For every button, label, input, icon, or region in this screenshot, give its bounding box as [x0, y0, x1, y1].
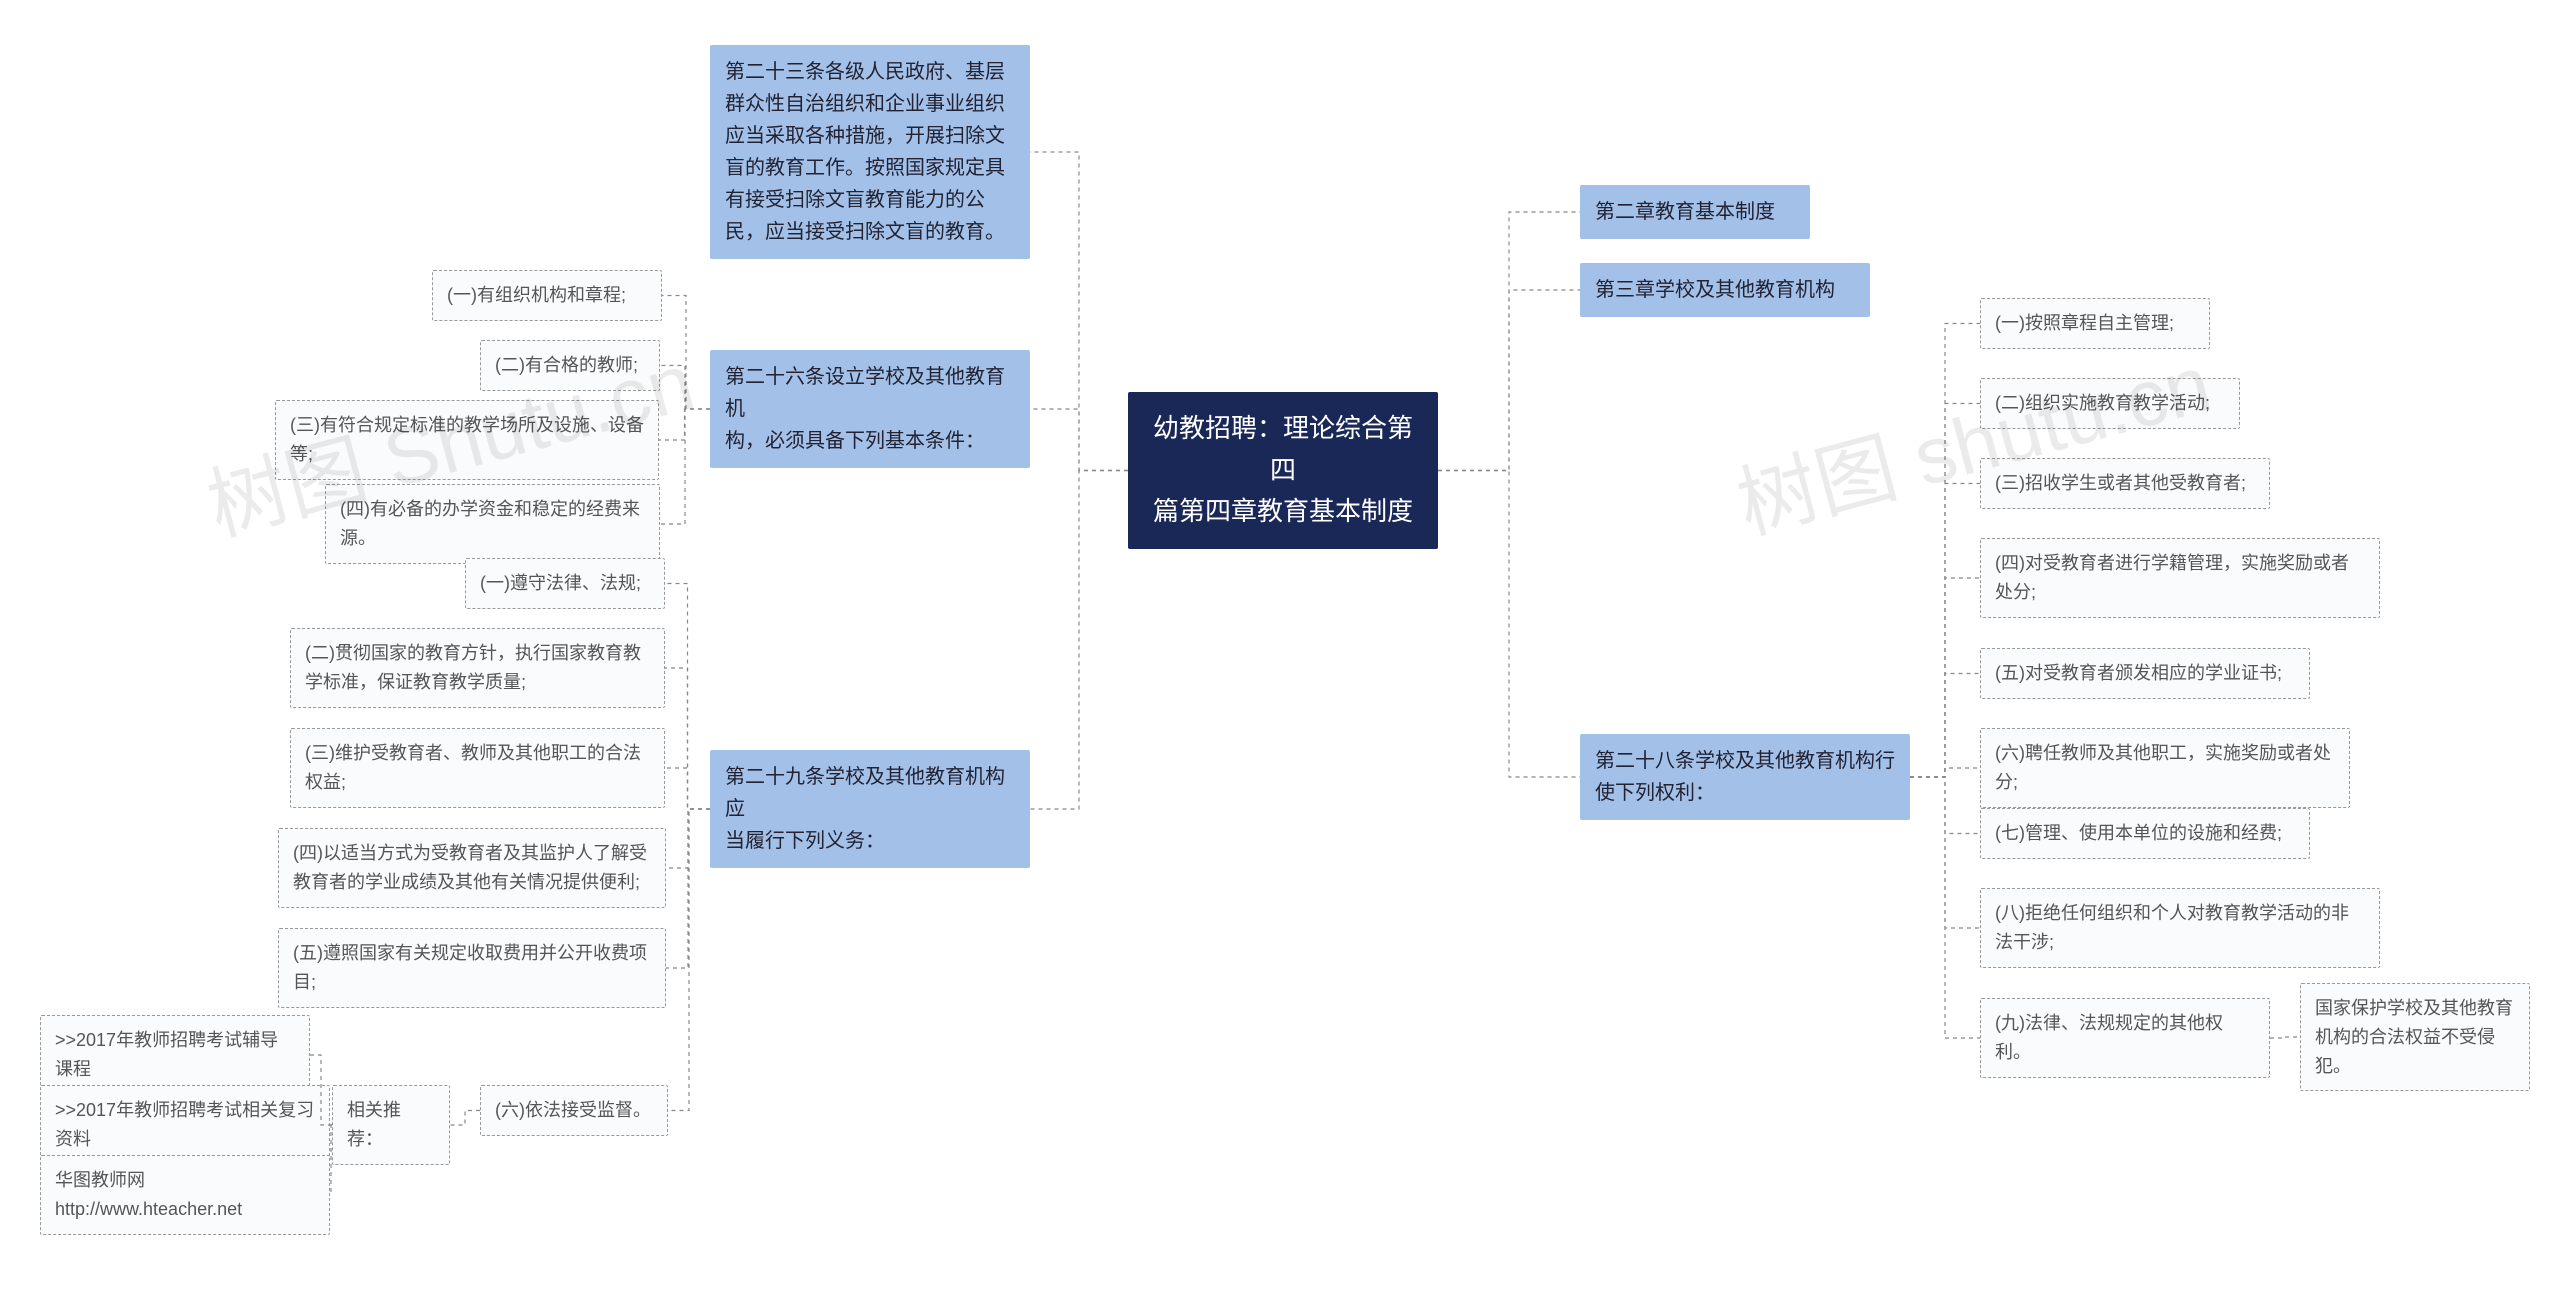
node-art23: 第二十三条各级人民政府、基层群众性自治组织和企业事业组织应当采取各种措施，开展扫… [710, 45, 1030, 259]
art29-line1: 第二十九条学校及其他教育机构应 [725, 761, 1015, 825]
node-art28-i5: (五)对受教育者颁发相应的学业证书; [1980, 648, 2310, 699]
art26-line1: 第二十六条设立学校及其他教育机 [725, 361, 1015, 425]
node-art26-i1: (一)有组织机构和章程; [432, 270, 662, 321]
node-art29-i2: (二)贯彻国家的教育方针，执行国家教育教学标准，保证教育教学质量; [290, 628, 665, 708]
node-art28-i3: (三)招收学生或者其他受教育者; [1980, 458, 2270, 509]
node-ch3: 第三章学校及其他教育机构 [1580, 263, 1870, 317]
art26-line2: 构，必须具备下列基本条件： [725, 425, 1015, 457]
node-art29-i4: (四)以适当方式为受教育者及其监护人了解受教育者的学业成绩及其他有关情况提供便利… [278, 828, 666, 908]
node-ch2: 第二章教育基本制度 [1580, 185, 1810, 239]
node-related-r3: 华图教师网http://www.hteacher.net [40, 1155, 330, 1235]
node-art26-i4: (四)有必备的办学资金和稳定的经费来源。 [325, 484, 660, 564]
root-node: 幼教招聘：理论综合第四 篇第四章教育基本制度 [1128, 392, 1438, 549]
node-art29-i6: (六)依法接受监督。 [480, 1085, 668, 1136]
watermark-right: 树图 shutu.cn [1723, 319, 2221, 556]
node-art26-i2: (二)有合格的教师; [480, 340, 660, 391]
node-art28-i9-sub: 国家保护学校及其他教育机构的合法权益不受侵犯。 [2300, 983, 2530, 1091]
art28-line2: 使下列权利： [1595, 777, 1895, 809]
node-related-r2: >>2017年教师招聘考试相关复习资料 [40, 1085, 330, 1165]
node-art29: 第二十九条学校及其他教育机构应 当履行下列义务： [710, 750, 1030, 868]
node-related-r1: >>2017年教师招聘考试辅导课程 [40, 1015, 310, 1095]
node-related: 相关推荐： [332, 1085, 450, 1165]
node-art28-i9: (九)法律、法规规定的其他权利。 [1980, 998, 2270, 1078]
node-art28: 第二十八条学校及其他教育机构行 使下列权利： [1580, 734, 1910, 820]
node-art26: 第二十六条设立学校及其他教育机 构，必须具备下列基本条件： [710, 350, 1030, 468]
node-art28-i4: (四)对受教育者进行学籍管理，实施奖励或者处分; [1980, 538, 2380, 618]
node-art28-i1: (一)按照章程自主管理; [1980, 298, 2210, 349]
node-art28-i7: (七)管理、使用本单位的设施和经费; [1980, 808, 2310, 859]
node-art29-i3: (三)维护受教育者、教师及其他职工的合法权益; [290, 728, 665, 808]
node-art26-i3: (三)有符合规定标准的教学场所及设施、设备等; [275, 400, 659, 480]
node-art28-i6: (六)聘任教师及其他职工，实施奖励或者处分; [1980, 728, 2350, 808]
art28-line1: 第二十八条学校及其他教育机构行 [1595, 745, 1895, 777]
root-line2: 篇第四章教育基本制度 [1150, 491, 1416, 533]
node-art28-i2: (二)组织实施教育教学活动; [1980, 378, 2240, 429]
node-art29-i5: (五)遵照国家有关规定收取费用并公开收费项目; [278, 928, 666, 1008]
root-line1: 幼教招聘：理论综合第四 [1150, 408, 1416, 491]
node-art28-i8: (八)拒绝任何组织和个人对教育教学活动的非法干涉; [1980, 888, 2380, 968]
node-art29-i1: (一)遵守法律、法规; [465, 558, 665, 609]
art29-line2: 当履行下列义务： [725, 825, 1015, 857]
